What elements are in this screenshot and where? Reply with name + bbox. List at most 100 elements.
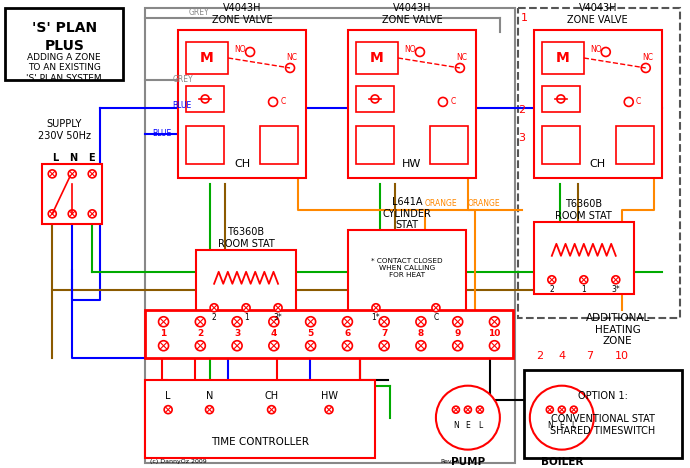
Circle shape xyxy=(372,304,380,312)
Text: PLUS: PLUS xyxy=(44,39,84,53)
Text: 2: 2 xyxy=(197,329,204,338)
Circle shape xyxy=(201,95,209,103)
Text: OPTION 1:

CONVENTIONAL STAT
SHARED TIMESWITCH: OPTION 1: CONVENTIONAL STAT SHARED TIMES… xyxy=(550,391,656,436)
Circle shape xyxy=(612,276,620,284)
Text: E: E xyxy=(88,153,95,163)
Circle shape xyxy=(380,317,389,327)
Text: CH: CH xyxy=(264,391,279,401)
Circle shape xyxy=(476,406,484,413)
Text: NO: NO xyxy=(404,45,416,54)
Text: V4043H
ZONE VALVE: V4043H ZONE VALVE xyxy=(212,3,273,25)
Text: T6360B
ROOM STAT: T6360B ROOM STAT xyxy=(555,199,612,220)
Circle shape xyxy=(416,341,426,351)
Text: E: E xyxy=(560,421,564,430)
Text: T6360B
ROOM STAT: T6360B ROOM STAT xyxy=(218,227,275,249)
Circle shape xyxy=(195,341,206,351)
Text: BOILER: BOILER xyxy=(541,457,583,467)
Text: TIME CONTROLLER: TIME CONTROLLER xyxy=(211,437,309,446)
Circle shape xyxy=(195,317,206,327)
Text: V4043H
ZONE VALVE: V4043H ZONE VALVE xyxy=(567,3,628,25)
Text: L: L xyxy=(572,421,576,430)
Bar xyxy=(348,30,476,178)
Circle shape xyxy=(206,406,213,414)
Circle shape xyxy=(274,304,282,312)
Circle shape xyxy=(415,47,424,57)
Text: L: L xyxy=(166,391,171,401)
Circle shape xyxy=(48,170,57,178)
Text: 3*: 3* xyxy=(611,285,620,294)
Circle shape xyxy=(371,95,379,103)
Text: ADDITIONAL
HEATING
ZONE: ADDITIONAL HEATING ZONE xyxy=(586,313,650,346)
Circle shape xyxy=(268,97,277,106)
Circle shape xyxy=(164,406,172,414)
Text: NO: NO xyxy=(590,45,602,54)
Circle shape xyxy=(88,210,96,218)
Text: N: N xyxy=(206,391,213,401)
Circle shape xyxy=(624,97,633,106)
Bar xyxy=(356,86,394,112)
Bar xyxy=(542,126,580,164)
Text: L: L xyxy=(477,421,482,430)
Circle shape xyxy=(159,317,168,327)
Circle shape xyxy=(342,317,353,327)
Bar xyxy=(260,126,298,164)
Circle shape xyxy=(380,341,389,351)
Text: NO: NO xyxy=(235,45,246,54)
Text: 1: 1 xyxy=(582,285,586,294)
Text: N: N xyxy=(547,421,553,430)
Text: M: M xyxy=(200,51,214,65)
Circle shape xyxy=(455,64,464,73)
Text: CH: CH xyxy=(234,159,250,169)
Text: 9: 9 xyxy=(455,329,461,338)
Text: L: L xyxy=(52,153,59,163)
Circle shape xyxy=(268,406,275,414)
Circle shape xyxy=(489,317,500,327)
Bar xyxy=(542,42,584,74)
Text: HW: HW xyxy=(321,391,337,401)
Text: 1: 1 xyxy=(244,313,248,322)
Text: SUPPLY
230V 50Hz: SUPPLY 230V 50Hz xyxy=(38,119,91,141)
Circle shape xyxy=(453,406,460,413)
Text: C: C xyxy=(433,313,439,322)
Bar xyxy=(534,30,662,178)
Text: 2: 2 xyxy=(536,351,544,361)
Circle shape xyxy=(432,304,440,312)
Text: Rev1a: Rev1a xyxy=(440,459,460,464)
Text: 7: 7 xyxy=(381,329,387,338)
Text: 2: 2 xyxy=(212,313,217,322)
Text: 1*: 1* xyxy=(372,313,380,322)
Circle shape xyxy=(416,317,426,327)
Text: 4: 4 xyxy=(270,329,277,338)
Text: C: C xyxy=(280,97,286,106)
Text: (c) DannyOz 2009: (c) DannyOz 2009 xyxy=(150,459,207,464)
Circle shape xyxy=(242,304,250,312)
Circle shape xyxy=(269,317,279,327)
Bar xyxy=(356,126,394,164)
Bar xyxy=(430,126,468,164)
Text: NC: NC xyxy=(286,53,297,62)
Text: ORANGE: ORANGE xyxy=(468,199,500,208)
Text: 1: 1 xyxy=(520,13,527,23)
Text: M: M xyxy=(370,51,384,65)
Text: 10: 10 xyxy=(615,351,629,361)
Text: NC: NC xyxy=(456,53,467,62)
Text: BLUE: BLUE xyxy=(152,130,171,139)
Bar xyxy=(356,42,398,74)
Circle shape xyxy=(557,95,565,103)
Text: 2: 2 xyxy=(549,285,554,294)
Text: 1: 1 xyxy=(161,329,167,338)
Text: 6: 6 xyxy=(344,329,351,338)
Bar xyxy=(518,8,680,318)
Circle shape xyxy=(571,406,578,413)
Circle shape xyxy=(548,276,556,284)
Circle shape xyxy=(530,386,594,450)
Text: 3*: 3* xyxy=(274,313,282,322)
Bar xyxy=(178,30,306,178)
Circle shape xyxy=(641,64,650,73)
Circle shape xyxy=(489,341,500,351)
Text: V4043H
ZONE VALVE: V4043H ZONE VALVE xyxy=(382,3,442,25)
Bar xyxy=(534,222,633,294)
Text: L641A
CYLINDER
STAT: L641A CYLINDER STAT xyxy=(382,197,431,230)
Text: NC: NC xyxy=(642,53,653,62)
Circle shape xyxy=(232,317,242,327)
